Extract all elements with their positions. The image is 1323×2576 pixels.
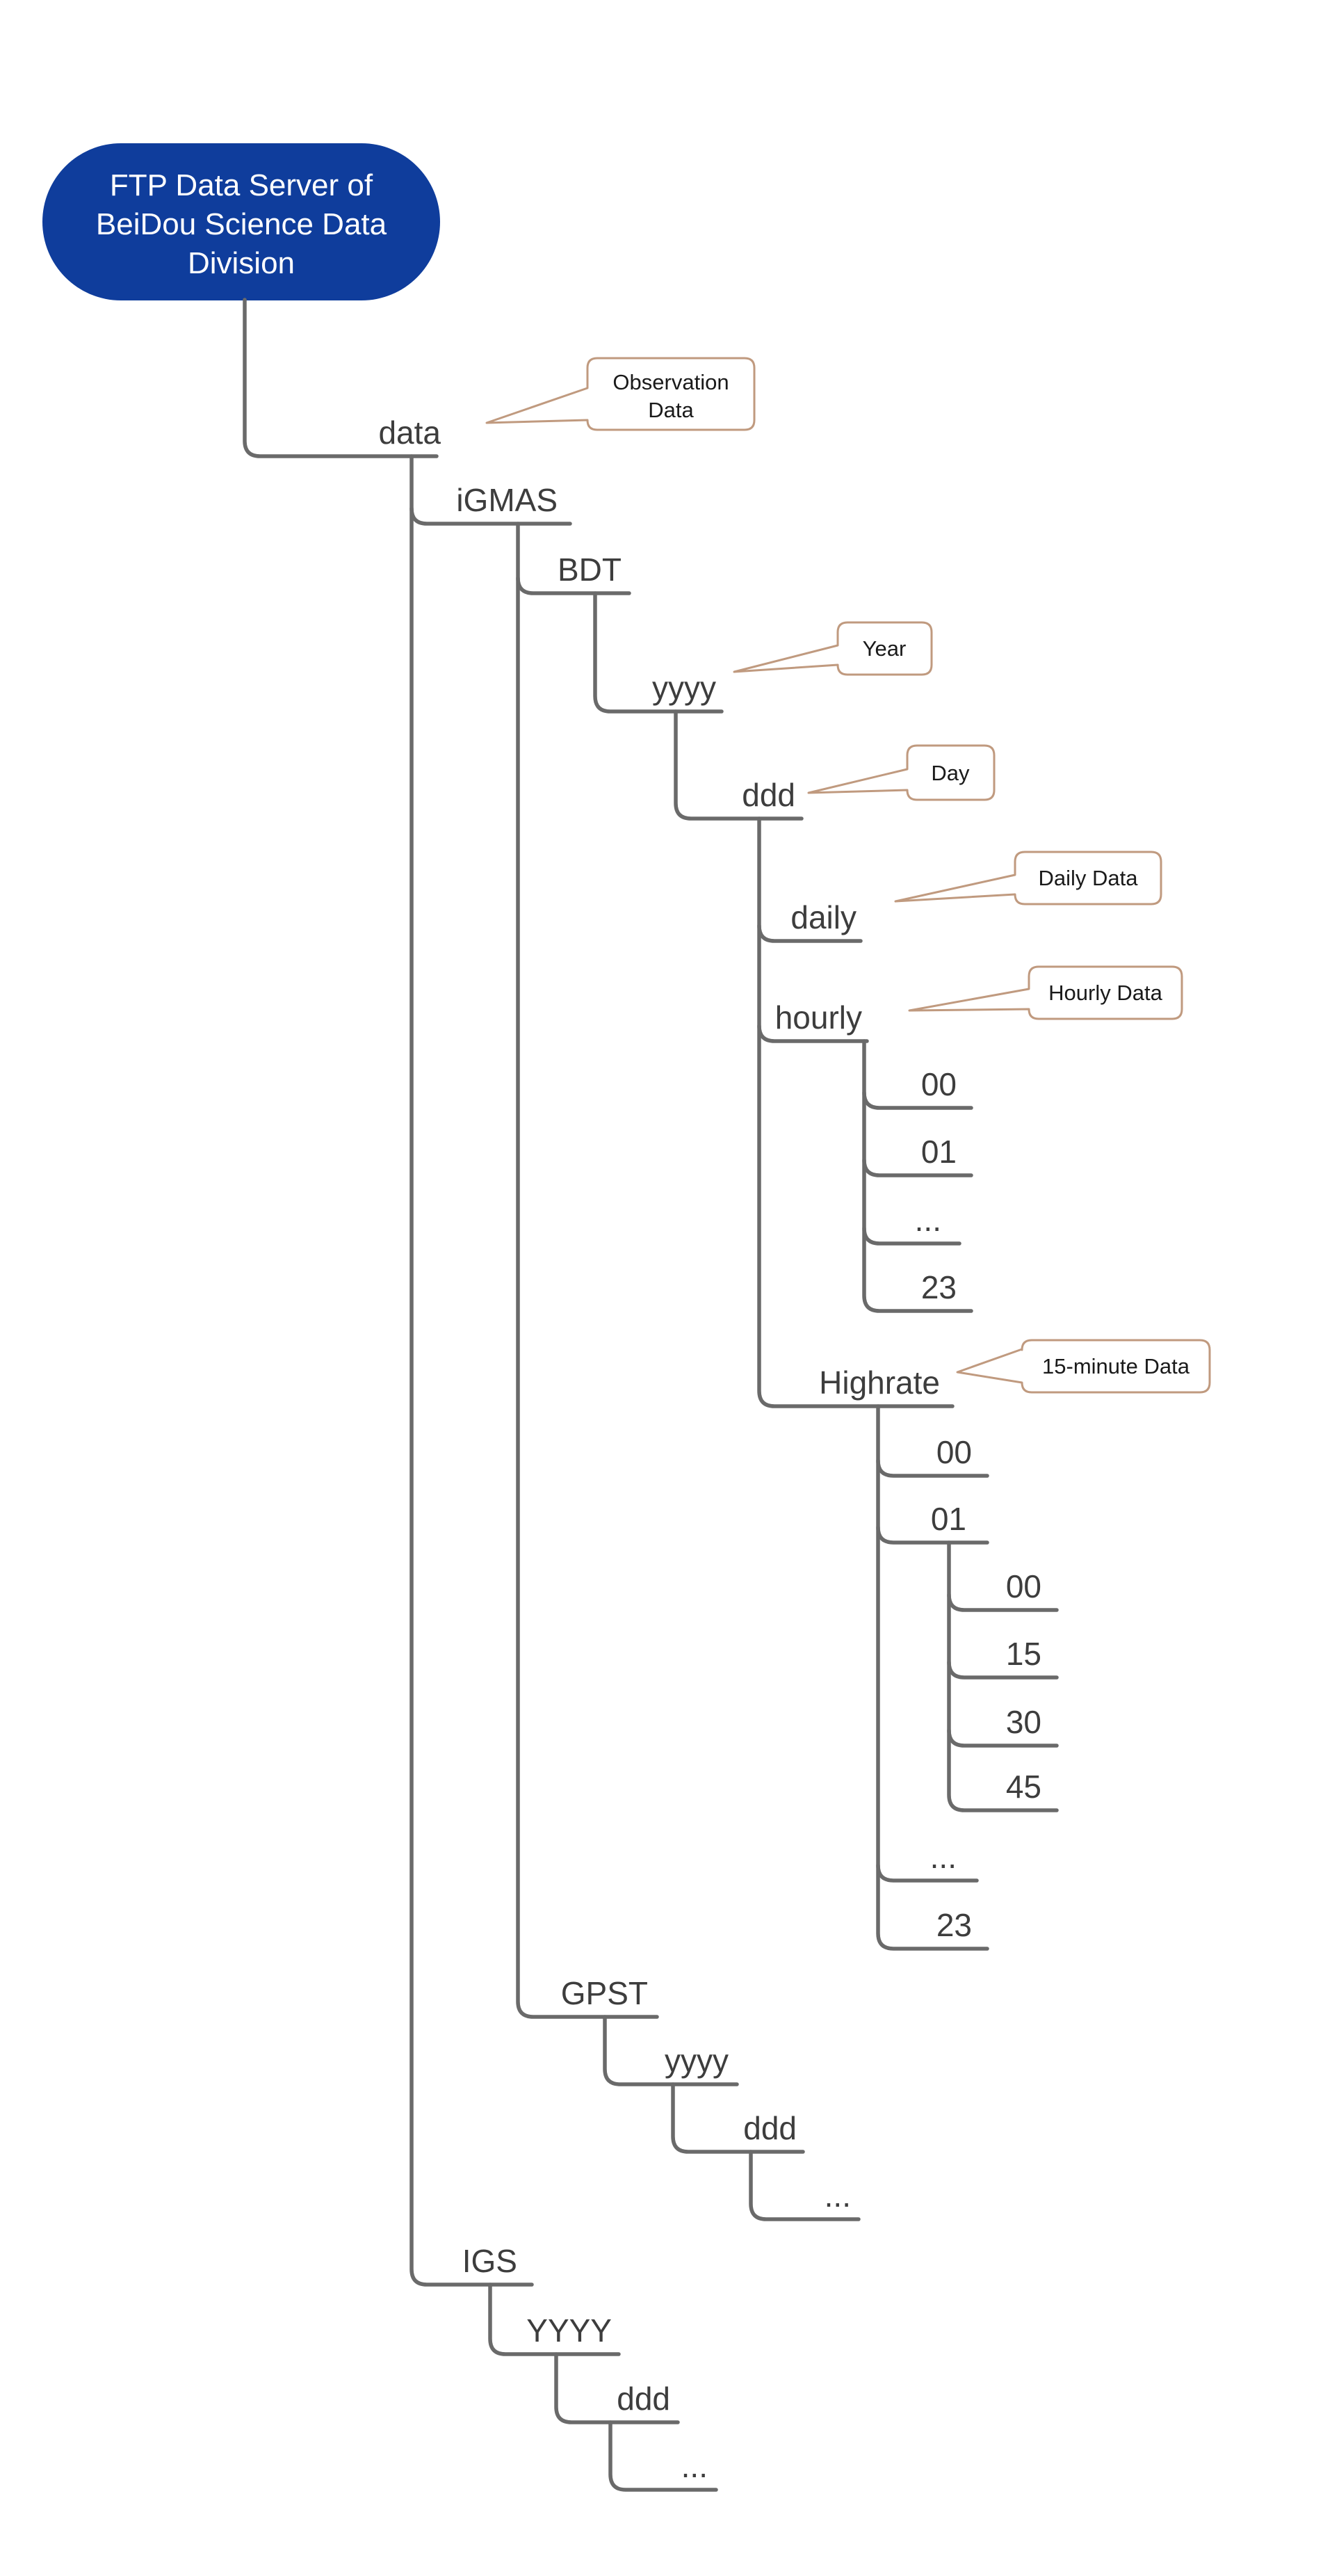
callout-day: Day bbox=[807, 744, 996, 801]
node-label-highrate-00: 00 bbox=[936, 1434, 972, 1470]
node-label-gpst: GPST bbox=[561, 1975, 648, 2011]
tree-connector-highrate01-30 bbox=[947, 1728, 1059, 1748]
node-label-bdt-ddd: ddd bbox=[742, 777, 795, 813]
node-label-bdt-yyyy: yyyy bbox=[652, 670, 716, 706]
node-label-highrate-01-30: 30 bbox=[1006, 1704, 1041, 1740]
tree-node-labels: data iGMAS BDT yyyy ddd daily hourly 00 … bbox=[378, 414, 1041, 2484]
node-label-gpst-ellipsis: ... bbox=[825, 2177, 851, 2214]
tree-connector-igs-yyyy bbox=[488, 2283, 621, 2356]
node-label-daily: daily bbox=[790, 899, 857, 935]
tree-connector-hourly-01 bbox=[862, 1158, 973, 1177]
callout-bubble bbox=[956, 1339, 1211, 1394]
tree-connector-data-spine bbox=[409, 454, 534, 2287]
tree-connector-hourly bbox=[757, 1024, 869, 1043]
node-label-igs-yyyy: YYYY bbox=[526, 2312, 612, 2349]
tree-connector-root-data bbox=[243, 298, 439, 458]
node-label-igmas: iGMAS bbox=[456, 482, 558, 518]
callout-bubble bbox=[807, 744, 996, 801]
root-node-title-line1: FTP Data Server of bbox=[110, 168, 373, 202]
tree-connector-highrate01-00 bbox=[947, 1593, 1059, 1612]
tree-connector-highrate-ellipsis bbox=[876, 1863, 979, 1883]
node-label-igs-ellipsis: ... bbox=[681, 2448, 708, 2484]
node-label-highrate-01-45: 45 bbox=[1006, 1769, 1041, 1805]
node-label-gpst-yyyy: yyyy bbox=[665, 2043, 729, 2079]
node-label-hourly-01: 01 bbox=[921, 1134, 957, 1170]
root-node-title-line2: BeiDou Science Data bbox=[96, 207, 387, 241]
callout-text: 15-minute Data bbox=[1042, 1354, 1190, 1378]
callout-daily-data: Daily Data bbox=[894, 851, 1162, 905]
tree-connector-hourly-spine bbox=[862, 1039, 973, 1313]
node-label-gpst-ddd: ddd bbox=[743, 2110, 797, 2146]
callout-fifteen-minute: 15-minute Data bbox=[956, 1339, 1211, 1394]
callout-text-line2: Data bbox=[648, 398, 694, 422]
tree-connector-bdt bbox=[516, 576, 631, 595]
tree-connector-hourly-00 bbox=[862, 1090, 973, 1110]
tree-connector-igs-ddd bbox=[554, 2352, 680, 2424]
tree-connector-highrate-01 bbox=[876, 1525, 989, 1545]
root-node: FTP Data Server of BeiDou Science Data D… bbox=[42, 143, 440, 300]
tree-connector-gpst-yyyy bbox=[603, 2015, 739, 2086]
node-label-data: data bbox=[378, 414, 441, 451]
tree-connector-hourly-ellipsis bbox=[862, 1226, 961, 1246]
node-label-highrate-23: 23 bbox=[936, 1907, 972, 1943]
callout-bubble bbox=[733, 621, 933, 676]
node-label-bdt: BDT bbox=[558, 552, 622, 588]
node-label-igs: IGS bbox=[462, 2243, 517, 2279]
node-label-highrate-01-15: 15 bbox=[1006, 1636, 1041, 1672]
tree-connector-ddd-spine bbox=[757, 816, 955, 1408]
tree-connector-bdt-yyyy bbox=[593, 591, 724, 714]
tree-connector-highrate-00 bbox=[876, 1458, 989, 1478]
callout-text: Day bbox=[931, 761, 970, 785]
callout-text: Year bbox=[863, 636, 907, 661]
root-node-title-line3: Division bbox=[188, 246, 295, 280]
node-label-highrate: Highrate bbox=[819, 1365, 940, 1401]
node-label-highrate-01: 01 bbox=[931, 1501, 966, 1537]
tree-connector-gpst-ellipsis bbox=[749, 2150, 861, 2221]
tree-connector-highrate-spine bbox=[876, 1404, 989, 1951]
callout-year: Year bbox=[733, 621, 933, 676]
tree-connectors bbox=[243, 298, 1059, 2492]
callout-text-line1: Observation bbox=[612, 370, 729, 394]
node-label-igs-ddd: ddd bbox=[617, 2381, 670, 2417]
tree-connector-gpst-ddd bbox=[671, 2082, 805, 2154]
tree-connector-highrate01-15 bbox=[947, 1660, 1059, 1680]
tree-connector-igmas bbox=[409, 506, 572, 526]
node-label-hourly-ellipsis: ... bbox=[915, 1202, 941, 1238]
node-label-hourly-00: 00 bbox=[921, 1066, 957, 1102]
node-label-highrate-01-00: 00 bbox=[1006, 1568, 1041, 1604]
node-label-hourly: hourly bbox=[775, 999, 862, 1036]
callout-bubble bbox=[485, 357, 756, 431]
callout-bubble bbox=[894, 851, 1162, 905]
root-node-shape bbox=[42, 143, 440, 300]
callout-observation-data: Observation Data bbox=[485, 357, 756, 431]
callout-bubble bbox=[908, 965, 1183, 1020]
tree-connector-daily bbox=[757, 924, 863, 943]
tree-connector-igmas-spine bbox=[516, 522, 659, 2019]
tree-connector-igs-ellipsis bbox=[608, 2420, 718, 2492]
tree-connector-yyyy-ddd bbox=[674, 709, 804, 821]
callout-hourly-data: Hourly Data bbox=[908, 965, 1183, 1020]
node-label-hourly-23: 23 bbox=[921, 1269, 957, 1305]
callout-text: Hourly Data bbox=[1048, 981, 1162, 1005]
tree-connector-highrate01-spine bbox=[947, 1540, 1059, 1812]
node-label-highrate-ellipsis: ... bbox=[930, 1839, 957, 1875]
callout-text: Daily Data bbox=[1039, 866, 1139, 890]
